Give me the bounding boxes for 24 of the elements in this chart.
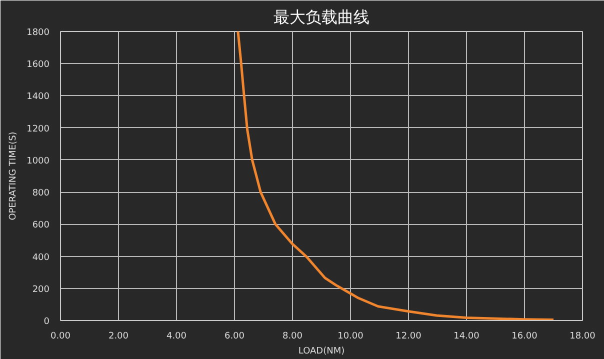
y-tick-label: 1400: [26, 92, 50, 102]
y-tick-label: 200: [32, 284, 50, 295]
x-tick-label: 4.00: [166, 332, 187, 342]
x-tick-label: 18.00: [570, 332, 596, 342]
x-axis-title: LOAD(NM): [298, 346, 345, 356]
x-tick-label: 0.00: [50, 332, 71, 342]
x-tick-label: 12.00: [396, 332, 422, 342]
y-tick-label: 1800: [26, 28, 50, 38]
y-tick-label: 1200: [26, 124, 50, 134]
line-series: [236, 32, 555, 320]
x-tick-label: 2.00: [108, 332, 129, 342]
x-tick-label: 14.00: [454, 332, 480, 342]
y-axis-title: OPERATING TIME(S): [8, 132, 19, 220]
x-tick-label: 10.00: [338, 332, 364, 342]
x-tick-label: 6.00: [224, 332, 245, 342]
x-tick-label: 8.00: [282, 332, 303, 342]
x-tick-label: 16.00: [512, 332, 538, 342]
y-tick-label: 600: [32, 220, 50, 231]
y-tick-label: 1600: [26, 60, 50, 70]
chart-title: 最大负载曲线: [274, 8, 370, 26]
y-tick-label: 400: [32, 252, 50, 263]
y-tick-label: 0: [44, 317, 50, 327]
y-tick-label: 800: [32, 188, 50, 199]
y-tick-label: 1000: [26, 156, 50, 166]
